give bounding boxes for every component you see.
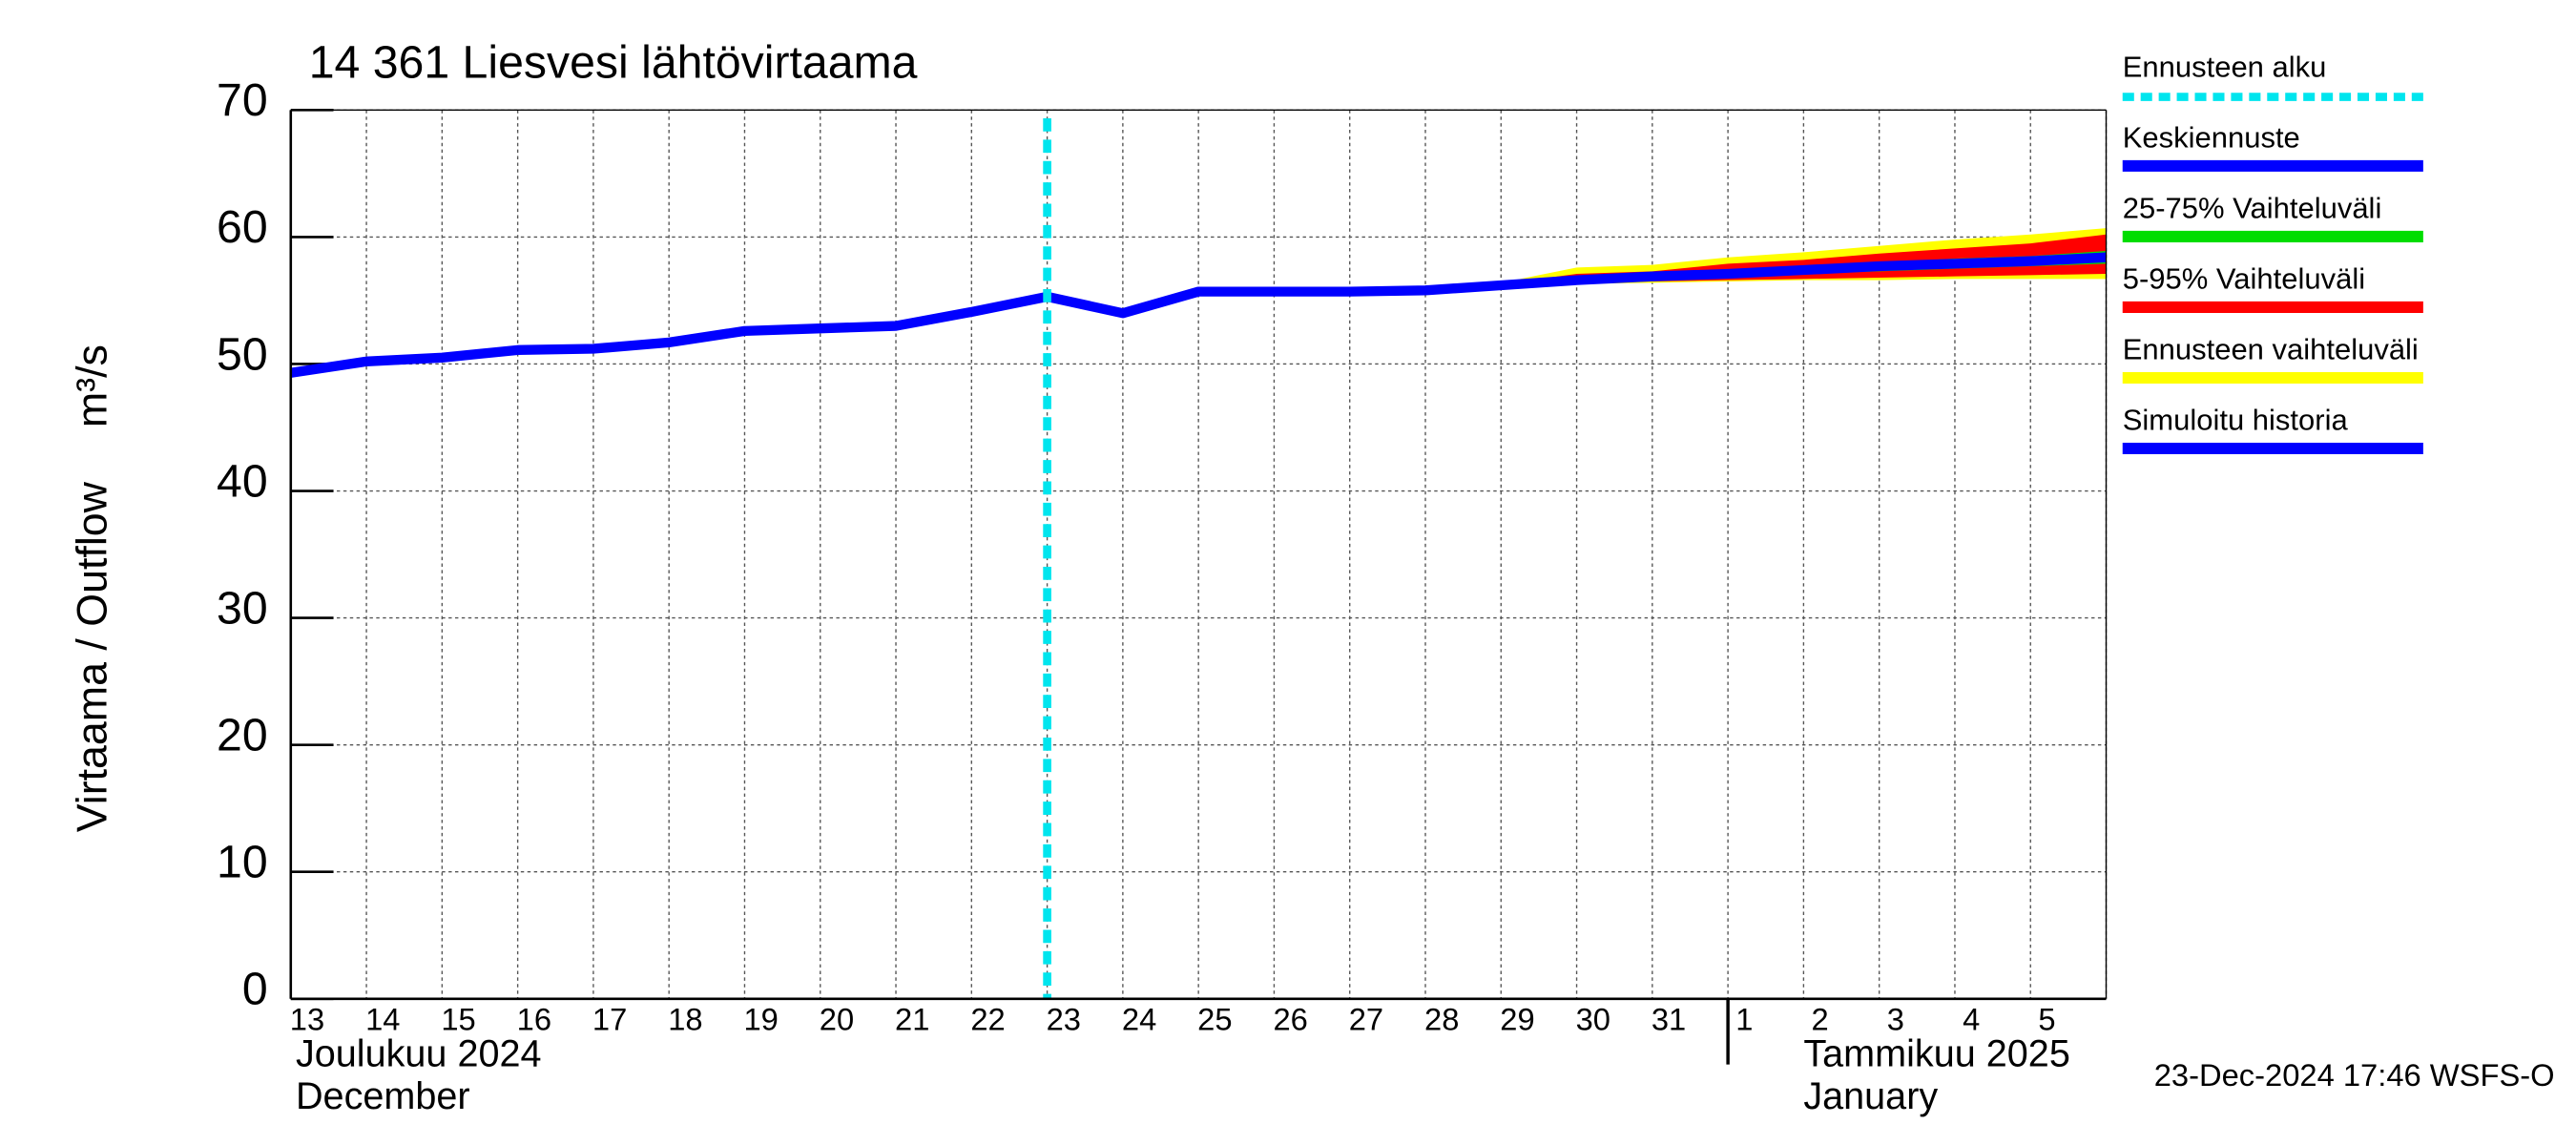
- x-tick-label: 26: [1273, 1002, 1307, 1037]
- x-tick-label: 22: [970, 1002, 1005, 1037]
- x-tick-label: 30: [1576, 1002, 1610, 1037]
- x-tick-label: 23: [1047, 1002, 1081, 1037]
- x-tick-label: 4: [1963, 1002, 1980, 1037]
- x-tick-label: 1: [1735, 1002, 1753, 1037]
- x-tick-label: 21: [895, 1002, 929, 1037]
- x-tick-label: 13: [290, 1002, 324, 1037]
- x-tick-label: 31: [1652, 1002, 1686, 1037]
- y-tick-label: 70: [217, 74, 268, 126]
- x-tick-label: 14: [365, 1002, 400, 1037]
- x-tick-label: 17: [592, 1002, 627, 1037]
- y-label-group: Virtaama / Outflow m³/s: [69, 344, 116, 832]
- y-tick-label: 60: [217, 201, 268, 253]
- x-tick-label: 25: [1197, 1002, 1232, 1037]
- y-axis-unit: m³/s: [69, 344, 116, 427]
- y-tick-label: 30: [217, 582, 268, 634]
- x-tick-label: 3: [1887, 1002, 1904, 1037]
- line: [1046, 252, 2107, 319]
- y-tick-label: 20: [217, 710, 268, 761]
- y-tick-label: 50: [217, 328, 268, 380]
- x-tick-label: 5: [2038, 1002, 2055, 1037]
- y-tick-label: 10: [217, 837, 268, 888]
- y-axis-label: Virtaama / Outflow: [69, 481, 116, 832]
- line: [290, 291, 1049, 378]
- x-tick-label: 28: [1424, 1002, 1459, 1037]
- x-tick-label: 27: [1349, 1002, 1383, 1037]
- legend-label: 25-75% Vaihteluväli: [2123, 192, 2382, 225]
- legend-label: Ennusteen vaihteluväli: [2123, 333, 2419, 366]
- month-label: Joulukuu 2024: [296, 1032, 542, 1074]
- legend-label: 5-95% Vaihteluväli: [2123, 262, 2365, 296]
- x-tick-label: 16: [517, 1002, 551, 1037]
- legend-label: Simuloitu historia: [2123, 404, 2349, 437]
- legend-label: Keskiennuste: [2123, 121, 2300, 155]
- x-tick-label: 24: [1122, 1002, 1156, 1037]
- x-tick-label: 2: [1812, 1002, 1829, 1037]
- month-label: December: [296, 1075, 470, 1117]
- x-tick-label: 29: [1500, 1002, 1534, 1037]
- x-tick-label: 15: [441, 1002, 475, 1037]
- footer: 23-Dec-2024 17:46 WSFS-O: [2154, 1057, 2555, 1093]
- x-tick-label: 19: [743, 1002, 778, 1037]
- month-label: January: [1803, 1075, 1938, 1117]
- y-tick-label: 0: [242, 964, 268, 1015]
- y-tick-label: 40: [217, 455, 268, 507]
- month-label: Tammikuu 2025: [1803, 1032, 2070, 1074]
- x-tick-label: 20: [820, 1002, 854, 1037]
- x-tick-label: 18: [668, 1002, 702, 1037]
- legend-label: Ennusteen alku: [2123, 50, 2327, 83]
- chart-title: 14 361 Liesvesi lähtövirtaama: [309, 37, 918, 89]
